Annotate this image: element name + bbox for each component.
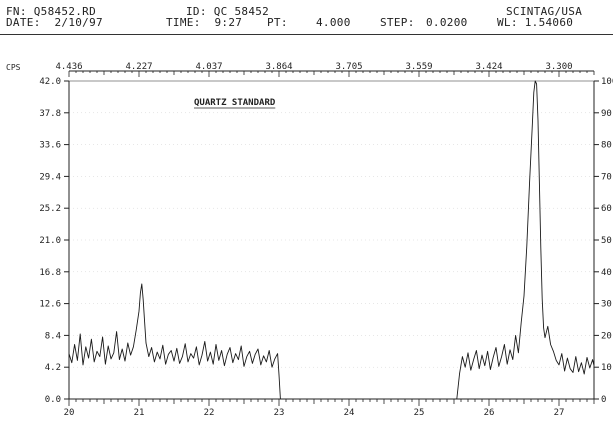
y-tick-label: 0.0 [45,395,61,405]
step-value: 0.0200 [426,16,468,29]
y-tick-label: 37.8 [39,109,61,119]
y-unit-label: CPS [6,63,21,72]
d-spacing-tick-label: 4.037 [195,62,222,72]
x-tick-label: 24 [344,408,355,418]
right-tick-label: 50 [601,236,612,246]
right-tick-label: 30 [601,300,612,310]
right-tick-label: 90 [601,109,612,119]
wavelength-label: WL: [497,16,518,29]
right-tick-label: 40 [601,268,612,278]
step-label: STEP: [380,16,415,29]
d-spacing-tick-label: 4.436 [55,62,82,72]
file-name-value: Q58452.RD [33,5,97,18]
y-tick-label: 16.8 [39,268,61,278]
time-value: 9:27 [214,16,243,29]
header-rule [0,34,613,35]
d-spacing-tick-label: 3.705 [335,62,362,72]
right-tick-label: 70 [601,172,612,182]
time-field: TIME: 9:27 [166,17,242,28]
pt-label: PT: [267,16,288,29]
y-tick-label: 8.4 [45,331,61,341]
date-label: DATE: [6,16,41,29]
x-tick-label: 21 [134,408,145,418]
d-spacing-tick-label: 3.559 [405,62,432,72]
x-tick-label: 26 [484,408,495,418]
file-name-label: FN: [6,5,27,18]
y-tick-label: 29.4 [39,172,61,182]
right-tick-label: 100 [601,77,613,87]
company-name: SCINTAG/USA [506,5,583,18]
chart-title: QUARTZ STANDARD [194,98,276,108]
wavelength-field: WL: 1.54060 [497,17,573,28]
y-tick-label: 33.6 [39,141,61,151]
y-tick-label: 4.2 [45,363,61,373]
pt-value: 4.000 [316,16,351,29]
time-label: TIME: [166,16,201,29]
y-tick-label: 12.6 [39,300,61,310]
date-value: 2/10/97 [54,16,103,29]
right-tick-label: 10 [601,363,612,373]
d-spacing-tick-label: 3.864 [265,62,292,72]
d-spacing-tick-label: 3.300 [545,62,572,72]
x-tick-label: 23 [274,408,285,418]
x-tick-label: 25 [414,408,425,418]
x-tick-label: 22 [204,408,215,418]
y-tick-label: 42.0 [39,77,61,87]
x-tick-label: 27 [554,408,565,418]
right-tick-label: 60 [601,204,612,214]
date-field: DATE: 2/10/97 [6,17,103,28]
wavelength-value: 1.54060 [524,16,574,29]
right-tick-label: 0 [601,395,606,405]
right-tick-label: 80 [601,141,612,151]
sample-id-value: QC 58452 [213,5,270,18]
diffraction-trace-segment-2 [456,80,595,400]
d-spacing-tick-label: 4.227 [125,62,152,72]
sample-id-field: ID: QC 58452 [186,6,269,17]
right-tick-label: 20 [601,331,612,341]
x-tick-label: 20 [64,408,75,418]
d-spacing-tick-label: 3.424 [475,62,502,72]
file-name-field: FN: Q58452.RD [6,6,96,17]
y-tick-label: 25.2 [39,204,61,214]
sample-id-label: ID: [186,5,207,18]
diffraction-trace-segment-1 [68,283,281,400]
y-tick-label: 21.0 [39,236,61,246]
